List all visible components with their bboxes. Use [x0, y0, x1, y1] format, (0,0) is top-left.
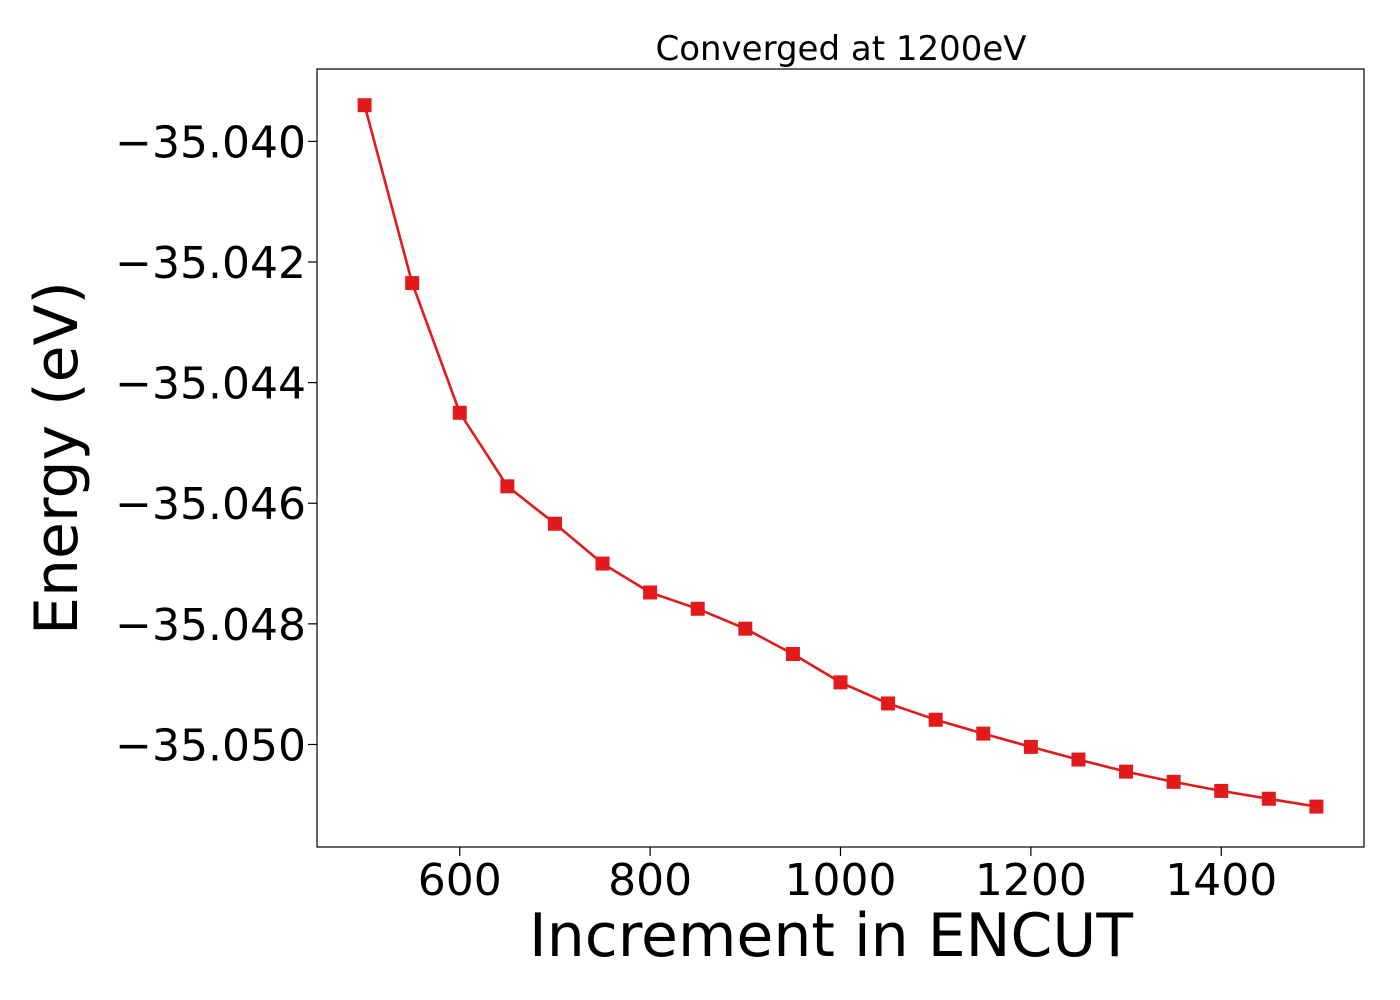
y-tick-label: −35.050 — [115, 720, 306, 771]
data-point — [500, 479, 515, 494]
data-point — [690, 601, 705, 616]
data-point — [785, 647, 800, 662]
data-point — [595, 556, 610, 571]
y-tick-label: −35.042 — [115, 238, 306, 289]
data-point — [1261, 791, 1276, 806]
data-point — [833, 675, 848, 690]
x-tick-label: 1400 — [1165, 855, 1277, 906]
data-point — [1023, 739, 1038, 754]
data-point — [547, 516, 562, 531]
data-point — [1119, 764, 1134, 779]
chart-title: Converged at 1200eV — [655, 29, 1026, 69]
x-axis-label: Increment in ENCUT — [529, 901, 1133, 971]
plot-area — [357, 98, 1324, 814]
axes-frame — [316, 68, 1365, 848]
data-point — [738, 621, 753, 636]
data-point — [1214, 783, 1229, 798]
data-point — [976, 726, 991, 741]
x-tick-label: 600 — [418, 855, 502, 906]
y-tick-label: −35.040 — [115, 117, 306, 168]
data-point — [1166, 774, 1181, 789]
data-point — [357, 98, 372, 113]
data-point — [881, 696, 896, 711]
series-line — [363, 104, 1317, 808]
data-point — [643, 585, 658, 600]
y-tick-label: −35.046 — [115, 479, 306, 530]
y-axis-label: Energy (eV) — [22, 281, 92, 635]
y-axis: −35.040 −35.042 −35.044 −35.046 −35.048 −35.0… — [115, 117, 317, 771]
data-point — [452, 405, 467, 420]
data-point — [1071, 752, 1086, 767]
x-tick-label: 800 — [608, 855, 692, 906]
data-point — [1309, 799, 1324, 814]
y-tick-label: −35.044 — [115, 359, 306, 410]
x-tick-label: 1200 — [975, 855, 1087, 906]
data-point — [928, 712, 943, 727]
y-tick-label: −35.048 — [115, 600, 306, 651]
data-point — [405, 276, 420, 291]
x-tick-label: 1000 — [785, 855, 897, 906]
x-axis: 600 800 1000 1200 1400 — [418, 847, 1277, 906]
